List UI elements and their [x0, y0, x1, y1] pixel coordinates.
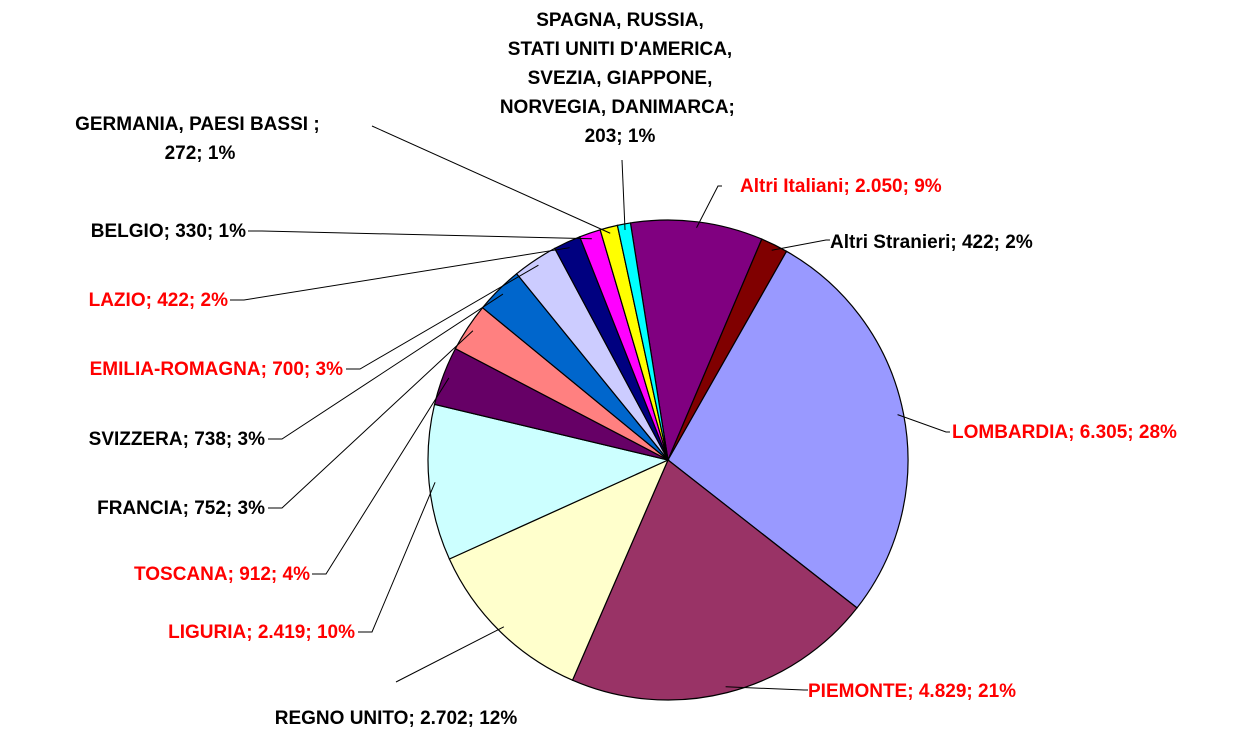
- separator: ;: [163, 221, 176, 242]
- value-label: 4.829; 21%: [918, 681, 1017, 702]
- value-label: 422; 2%: [157, 290, 228, 311]
- leader-line: [230, 247, 570, 301]
- pie-slice: [448, 458, 670, 681]
- data-label: GERMANIA, PAESI BASSI ; 272; 1%: [75, 110, 325, 168]
- category: FRANCIA: [97, 498, 183, 519]
- category: PIEMONTE: [808, 681, 908, 702]
- category: REGNO UNITO: [274, 708, 409, 729]
- separator: ;: [260, 359, 273, 380]
- category: LAZIO: [88, 290, 146, 311]
- separator: ;: [227, 564, 240, 585]
- data-label: BELGIO; 330; 1%: [91, 217, 246, 246]
- leader-line: [725, 686, 808, 691]
- separator: ;: [145, 290, 158, 311]
- value-label: 700; 3%: [272, 359, 343, 380]
- data-label: SPAGNA, RUSSIA, STATI UNITI D'AMERICA, S…: [500, 6, 740, 151]
- value-label: 2.050; 9%: [855, 176, 942, 197]
- value-label: 422; 2%: [961, 232, 1033, 253]
- leader-line: [897, 414, 950, 433]
- data-label: EMILIA-ROMAGNA; 700; 3%: [90, 355, 343, 384]
- value-label: 912; 4%: [239, 564, 310, 585]
- separator: ;: [313, 114, 325, 135]
- separator: ;: [1068, 422, 1080, 443]
- category: LOMBARDIA: [952, 422, 1069, 443]
- separator: ;: [408, 708, 421, 729]
- leader-line: [358, 482, 436, 633]
- category: Altri Stranieri: [830, 232, 951, 253]
- data-label: FRANCIA; 752; 3%: [97, 494, 265, 523]
- separator: ;: [246, 622, 258, 643]
- value-label: 330; 1%: [175, 221, 246, 242]
- category: TOSCANA: [134, 564, 228, 585]
- value-label: 752; 3%: [194, 498, 265, 519]
- leader-line: [621, 159, 626, 231]
- separator: ;: [728, 97, 741, 118]
- data-label: TOSCANA; 912; 4%: [134, 560, 310, 589]
- value-label: 738; 3%: [194, 429, 265, 450]
- leader-line: [371, 125, 611, 234]
- data-label: PIEMONTE; 4.829; 21%: [808, 677, 1016, 706]
- separator: ;: [950, 232, 962, 253]
- leader-line: [268, 293, 504, 440]
- value-label: 203; 1%: [584, 126, 656, 147]
- pie-slice: [571, 459, 858, 701]
- category: GERMANIA, PAESI BASSI: [75, 114, 314, 135]
- leader-line: [771, 239, 830, 251]
- data-label: Altri Stranieri; 422; 2%: [830, 228, 1033, 257]
- separator: ;: [907, 681, 919, 702]
- leader-line: [312, 377, 450, 575]
- separator: ;: [182, 429, 195, 450]
- category: Altri Italiani: [740, 176, 844, 197]
- pie-slice: [629, 219, 763, 463]
- leader-line: [346, 264, 539, 370]
- category: SVIZZERA: [88, 429, 183, 450]
- data-label: REGNO UNITO; 2.702; 12%: [275, 704, 518, 733]
- value-label: 2.419; 10%: [257, 622, 355, 643]
- category: BELGIO: [90, 221, 164, 242]
- leader-line: [696, 185, 722, 228]
- separator: ;: [843, 176, 856, 197]
- leader-line: [395, 626, 505, 683]
- pie-slice: [616, 222, 669, 461]
- data-label: LIGURIA; 2.419; 10%: [168, 618, 355, 647]
- category: LIGURIA: [168, 622, 247, 643]
- leader-line: [268, 330, 474, 509]
- data-label: SVIZZERA; 738; 3%: [89, 425, 265, 454]
- category: SPAGNA, RUSSIA, STATI UNITI D'AMERICA, S…: [499, 10, 733, 118]
- pie-slice: [427, 403, 670, 560]
- data-label: LAZIO; 422; 2%: [89, 286, 228, 315]
- value-label: 2.702; 12%: [420, 708, 518, 729]
- pie-slice: [667, 250, 909, 609]
- leader-line: [248, 230, 592, 240]
- separator: ;: [182, 498, 195, 519]
- data-label: LOMBARDIA; 6.305; 28%: [952, 418, 1177, 447]
- value-label: 6.305; 28%: [1079, 422, 1177, 443]
- value-label: 272; 1%: [164, 143, 236, 164]
- category: EMILIA-ROMAGNA: [89, 359, 261, 380]
- data-label: Altri Italiani; 2.050; 9%: [740, 172, 942, 201]
